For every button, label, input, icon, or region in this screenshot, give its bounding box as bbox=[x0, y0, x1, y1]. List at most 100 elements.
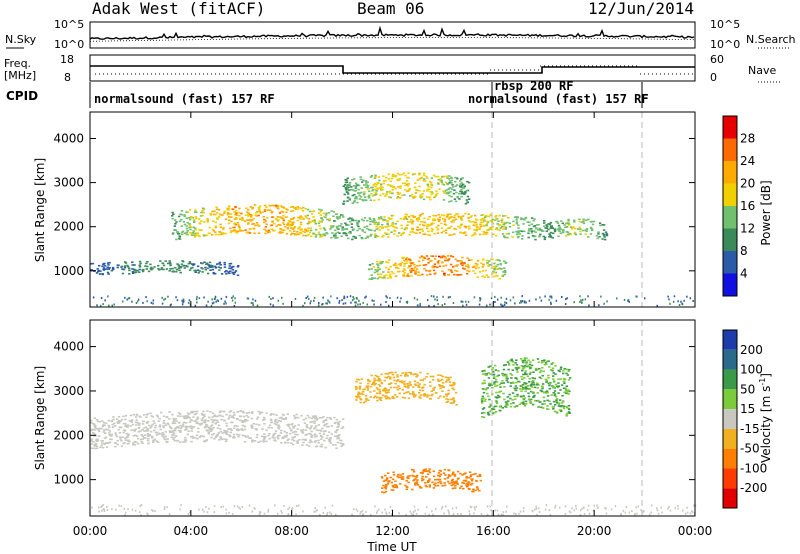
echo-cell bbox=[382, 182, 385, 185]
echo-cell bbox=[291, 232, 294, 235]
echo-cell bbox=[554, 383, 558, 386]
echo-cell bbox=[386, 222, 389, 225]
echo-cell bbox=[195, 412, 198, 415]
echo-cell bbox=[291, 223, 295, 225]
echo-cell bbox=[368, 268, 371, 270]
echo-cell bbox=[383, 275, 386, 277]
echo-cell bbox=[413, 266, 417, 268]
echo-cell bbox=[546, 360, 549, 363]
echo-cell bbox=[284, 441, 287, 444]
echo-cell bbox=[498, 396, 502, 398]
echo-cell bbox=[183, 223, 187, 226]
echo-cell bbox=[451, 255, 455, 258]
echo-cell bbox=[249, 437, 252, 439]
echo-cell bbox=[366, 378, 370, 381]
echo-cell bbox=[200, 211, 203, 214]
echo-cell bbox=[196, 232, 199, 235]
echo-cell bbox=[326, 434, 329, 437]
noise-cell bbox=[681, 302, 683, 305]
echo-cell bbox=[503, 221, 506, 224]
noise-cell bbox=[494, 301, 496, 303]
echo-cell bbox=[376, 399, 379, 402]
echo-cell bbox=[452, 221, 455, 223]
echo-cell bbox=[344, 178, 347, 181]
echo-cell bbox=[547, 228, 550, 231]
echo-cell bbox=[498, 224, 502, 226]
echo-cell bbox=[199, 229, 202, 232]
echo-cell bbox=[462, 262, 465, 265]
echo-cell bbox=[331, 232, 334, 234]
echo-cell bbox=[277, 223, 280, 226]
echo-cell bbox=[405, 374, 408, 377]
echo-cell bbox=[467, 488, 471, 490]
echo-cell bbox=[445, 401, 448, 403]
echo-cell bbox=[466, 195, 470, 198]
echo-cell bbox=[347, 183, 351, 186]
echo-cell bbox=[356, 223, 359, 226]
echo-cell bbox=[438, 475, 441, 477]
echo-cell bbox=[433, 265, 437, 268]
echo-cell bbox=[422, 190, 426, 192]
echo-cell bbox=[429, 269, 432, 272]
echo-cell bbox=[290, 429, 293, 431]
echo-cell bbox=[437, 182, 440, 184]
echo-cell bbox=[280, 206, 284, 208]
echo-cell bbox=[185, 227, 189, 230]
echo-cell bbox=[261, 211, 264, 213]
noise-cell bbox=[111, 508, 113, 510]
noise-cell bbox=[606, 300, 608, 303]
echo-cell bbox=[330, 433, 333, 435]
echo-cell bbox=[335, 216, 339, 218]
echo-cell bbox=[177, 412, 181, 414]
echo-cell bbox=[481, 259, 485, 261]
echo-cell bbox=[198, 235, 201, 238]
echo-cell bbox=[375, 187, 378, 190]
echo-cell bbox=[556, 222, 560, 225]
noise-cell bbox=[444, 505, 447, 508]
echo-cell bbox=[425, 470, 428, 472]
echo-cell bbox=[280, 429, 283, 432]
echo-cell bbox=[438, 216, 442, 219]
noise-cell bbox=[497, 513, 500, 516]
echo-cell bbox=[522, 373, 525, 376]
echo-cell bbox=[158, 425, 161, 428]
echo-cell bbox=[138, 266, 142, 268]
echo-cell bbox=[397, 179, 401, 181]
echo-cell bbox=[355, 388, 358, 390]
echo-cell bbox=[236, 274, 240, 277]
echo-cell bbox=[284, 417, 288, 419]
noise-cell bbox=[215, 300, 217, 303]
echo-cell bbox=[447, 178, 451, 180]
echo-cell bbox=[332, 211, 336, 213]
noise-cell bbox=[669, 509, 672, 512]
noise-cell bbox=[170, 303, 172, 306]
echo-cell bbox=[506, 402, 509, 404]
echo-cell bbox=[141, 420, 145, 423]
echo-cell bbox=[280, 232, 283, 234]
noise-cell bbox=[217, 300, 219, 302]
echo-cell bbox=[370, 374, 373, 377]
echo-cell bbox=[168, 411, 171, 413]
echo-cell bbox=[416, 474, 419, 477]
echo-cell bbox=[117, 415, 121, 418]
echo-cell bbox=[106, 262, 110, 264]
echo-cell bbox=[313, 434, 316, 436]
echo-cell bbox=[405, 262, 408, 264]
echo-cell bbox=[528, 221, 531, 223]
echo-cell bbox=[149, 430, 153, 433]
echo-cell bbox=[309, 210, 312, 213]
echo-cell bbox=[111, 266, 115, 269]
echo-cell bbox=[270, 228, 273, 231]
echo-cell bbox=[272, 413, 276, 416]
echo-cell bbox=[516, 395, 519, 397]
colorbar-frame bbox=[722, 329, 738, 509]
echo-cell bbox=[175, 268, 179, 271]
echo-cell bbox=[155, 440, 159, 442]
echo-cell bbox=[130, 421, 133, 423]
echo-cell bbox=[233, 229, 236, 231]
echo-cell bbox=[384, 389, 387, 391]
echo-cell bbox=[237, 435, 240, 438]
noise-cell bbox=[409, 510, 411, 513]
echo-cell bbox=[363, 226, 366, 228]
echo-cell bbox=[524, 217, 527, 219]
